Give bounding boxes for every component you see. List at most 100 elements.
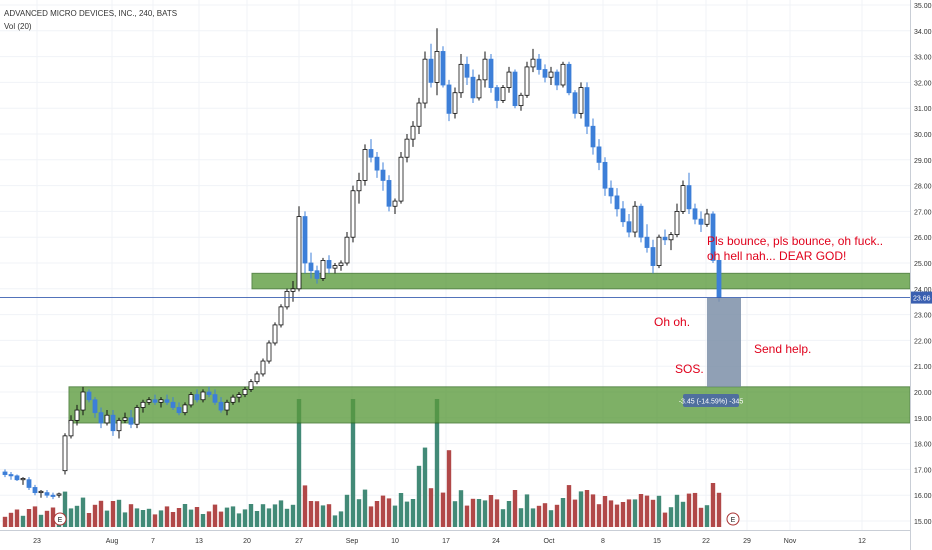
candle-body [362, 149, 368, 181]
y-tick-label: 19.00 [914, 416, 932, 423]
candle-body [176, 407, 182, 414]
y-tick-label: 22.00 [914, 338, 932, 345]
candle-body [620, 208, 626, 223]
candle-body [488, 58, 494, 88]
candle-body [602, 161, 608, 189]
candle-body [32, 487, 38, 494]
volume-bar [548, 510, 554, 527]
annotation-bounce-line1: Pls bounce, pls bounce, oh fuck.. [707, 234, 884, 248]
candle-body [26, 479, 32, 488]
candle-body [518, 94, 524, 107]
annotation-sos: SOS. [675, 362, 704, 376]
volume-bar [590, 494, 596, 527]
volume-bar [158, 510, 164, 527]
candle-body [572, 92, 578, 114]
volume-bar [206, 511, 212, 527]
volume-bar [410, 499, 416, 527]
last-price-tag [911, 291, 932, 304]
measure-label: -3.45 (-14.59%) -345 [679, 394, 743, 407]
volume-bar [62, 491, 68, 527]
volume-bar [530, 508, 536, 527]
candle-body [434, 51, 440, 83]
volume-bar [194, 507, 200, 527]
volume-bar [572, 499, 578, 527]
volume-bar [230, 506, 236, 527]
x-tick-label: 22 [702, 538, 710, 545]
y-tick-label: 33.00 [914, 55, 932, 62]
volume-bar [518, 508, 524, 527]
volume-bar [68, 508, 74, 527]
y-tick-label: 15.00 [914, 519, 932, 526]
volume-bar [542, 503, 548, 527]
volume-bar [296, 399, 302, 527]
candle-body [644, 236, 650, 248]
candle-body [548, 71, 554, 78]
volume-bar [338, 511, 344, 527]
volume-bar [290, 504, 296, 527]
volume-bar [104, 510, 110, 527]
annotation-bounce-line2: oh hell nah... DEAR GOD! [707, 249, 847, 263]
volume-bar [308, 501, 314, 527]
x-tick-label: Sep [346, 538, 359, 545]
volume-bar [254, 511, 260, 527]
candle-body [476, 79, 482, 99]
volume-bar [422, 447, 428, 527]
volume-bar [716, 492, 722, 527]
candle-body [674, 210, 680, 236]
candle-body [140, 401, 146, 408]
candle-body [386, 180, 392, 207]
volume-bar [524, 494, 530, 527]
measure-label-bg [683, 394, 739, 407]
candle-body [446, 84, 452, 114]
volume-bar [38, 514, 44, 527]
candle-body [218, 401, 224, 411]
volume-bar [218, 511, 224, 527]
candle-body [266, 342, 272, 362]
candle-body [464, 63, 470, 78]
y-tick-label: 35.00 [914, 3, 932, 10]
y-tick-label: 26.00 [914, 235, 932, 242]
candle-body [332, 265, 338, 269]
y-tick-label: 31.00 [914, 106, 932, 113]
candle-body [428, 58, 434, 83]
volume-bar [44, 510, 50, 527]
candle-body [212, 394, 218, 403]
volume-bar [434, 399, 440, 527]
y-tick-label: 34.00 [914, 29, 932, 36]
candle-body [308, 262, 314, 272]
volume-bar [332, 515, 338, 527]
volume-bar [650, 499, 656, 527]
volume-bar [50, 507, 56, 527]
candle-body [458, 63, 464, 94]
volume-bar [428, 488, 434, 527]
annotation-send-help: Send help. [754, 342, 812, 356]
volume-bar [554, 504, 560, 527]
volume-bar [176, 508, 182, 527]
volume-bar [686, 493, 692, 527]
x-tick-label: 27 [295, 538, 303, 545]
candle-body [14, 475, 20, 481]
volume-bar [236, 513, 242, 527]
volume-bar [272, 504, 278, 527]
volume-bar [560, 498, 566, 527]
y-tick-label: 28.00 [914, 184, 932, 191]
volume-bar [392, 505, 398, 527]
candle-body [206, 391, 212, 395]
x-tick-label: 17 [442, 538, 450, 545]
candle-body [80, 391, 86, 411]
volume-bar [248, 504, 254, 527]
candle-body [350, 190, 356, 238]
volume-bar [266, 508, 272, 527]
candle-body [680, 185, 686, 212]
volume-bar [662, 512, 668, 527]
candle-body [698, 218, 704, 225]
volume-bar [674, 494, 680, 527]
candle-body [242, 389, 248, 395]
volume-bar [8, 512, 14, 527]
volume-bar [242, 509, 248, 527]
candle-body [416, 102, 422, 127]
volume-bar [578, 491, 584, 527]
volume-bar [596, 504, 602, 527]
volume-bar [110, 501, 116, 527]
candle-body [302, 216, 308, 264]
